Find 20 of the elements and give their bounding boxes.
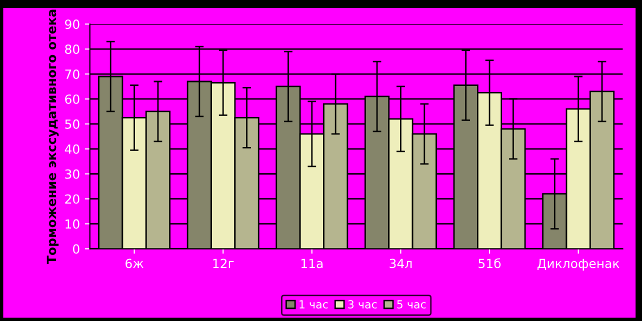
legend-label: 5 час: [397, 300, 426, 309]
x-tick-label: 6ж: [126, 258, 144, 268]
y-tick-label: 0: [73, 244, 80, 254]
y-tick-label: 90: [65, 20, 80, 29]
x-tick-label: Диклофенак: [538, 258, 620, 271]
y-axis-title: Торможение экссудативного отека: [46, 10, 59, 264]
y-tick-label: 20: [65, 194, 80, 204]
legend-label: 1 час: [300, 300, 328, 309]
x-tick-label: 51б: [478, 258, 501, 268]
x-tick-label: 34л: [390, 258, 412, 268]
x-tick-label: 12г: [213, 258, 234, 268]
legend-label: 3 час: [348, 300, 377, 309]
y-tick-label: 80: [65, 44, 80, 54]
y-tick-label: 60: [65, 94, 80, 104]
y-tick-label: 70: [65, 69, 80, 79]
y-tick-label: 10: [66, 219, 80, 229]
x-tick-label: 11а: [301, 258, 323, 268]
y-tick-label: 30: [65, 169, 80, 179]
y-tick-label: 40: [64, 144, 80, 154]
y-tick-label: 50: [65, 119, 80, 129]
